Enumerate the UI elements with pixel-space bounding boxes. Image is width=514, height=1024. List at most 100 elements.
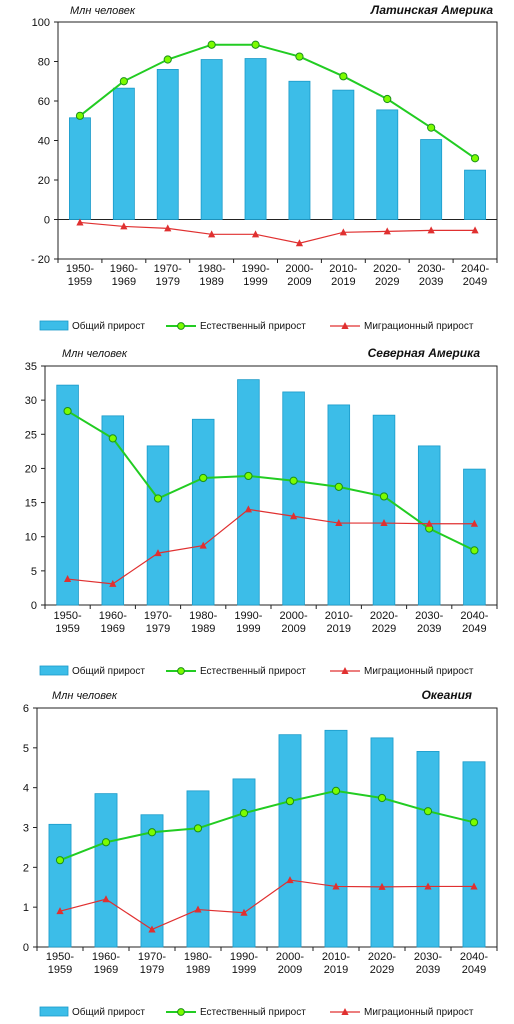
bar-total-5 bbox=[232, 778, 256, 948]
point-migration-1 bbox=[76, 218, 84, 226]
y-tick-label: 25 bbox=[25, 429, 37, 441]
point-natural-9 bbox=[427, 123, 436, 132]
point-natural-3 bbox=[163, 55, 172, 64]
line-natural bbox=[79, 43, 476, 160]
legend-label-natural: Естественный прирост bbox=[200, 666, 306, 677]
point-natural-4 bbox=[193, 824, 203, 833]
y-tick-label: 80 bbox=[38, 57, 50, 69]
x-tick-label-8: 2020-2029 bbox=[373, 263, 401, 288]
bar-total-9 bbox=[416, 751, 440, 948]
x-tick-label-7: 2010-2019 bbox=[325, 610, 353, 635]
x-tick-label-5: 1990-1999 bbox=[234, 610, 262, 635]
point-migration-10 bbox=[470, 882, 478, 890]
y-tick-label: 3 bbox=[23, 823, 29, 835]
x-tick-label-5: 1990-1999 bbox=[230, 951, 258, 976]
x-tick-label-9: 2030-2039 bbox=[417, 263, 445, 288]
point-migration-8 bbox=[383, 227, 391, 235]
y-tick-label: 40 bbox=[38, 136, 50, 148]
point-migration-5 bbox=[251, 230, 260, 238]
point-migration-3 bbox=[164, 224, 172, 232]
point-migration-3 bbox=[154, 549, 162, 557]
x-tick-label-6: 2000-2009 bbox=[276, 951, 304, 976]
x-tick-label-2: 1960-1969 bbox=[99, 610, 127, 635]
legend-swatch-total bbox=[39, 1006, 69, 1017]
point-migration-8 bbox=[380, 519, 388, 527]
point-migration-7 bbox=[339, 228, 347, 236]
point-natural-4 bbox=[199, 473, 208, 483]
point-migration-2 bbox=[109, 579, 117, 587]
line-migration bbox=[59, 879, 474, 931]
point-natural-1 bbox=[75, 111, 85, 120]
point-natural-5 bbox=[244, 471, 253, 481]
point-natural-10 bbox=[469, 818, 479, 827]
legend-label-total: Общий прирост bbox=[72, 320, 145, 332]
y-tick-label: 2 bbox=[23, 862, 29, 874]
x-tick-label-2: 1960-1969 bbox=[110, 263, 138, 288]
point-migration-6 bbox=[295, 239, 304, 247]
x-tick-label-9: 2030-2039 bbox=[414, 951, 442, 976]
point-migration-4 bbox=[208, 230, 216, 238]
point-natural-6 bbox=[289, 476, 298, 485]
point-natural-8 bbox=[379, 492, 389, 501]
bar-total-1 bbox=[69, 117, 91, 220]
x-tick-label-10: 2040-2049 bbox=[461, 263, 489, 288]
bar-total-6 bbox=[278, 734, 302, 948]
x-tick-label-1: 1950-1959 bbox=[54, 610, 82, 635]
point-natural-6 bbox=[295, 52, 304, 61]
x-tick-label-3: 1970-1979 bbox=[154, 263, 182, 288]
point-natural-2 bbox=[119, 77, 128, 86]
bar-total-9 bbox=[420, 139, 443, 220]
x-tick-label-10: 2040-2049 bbox=[460, 951, 488, 976]
x-tick-label-4: 1980-1989 bbox=[198, 263, 226, 288]
line-migration bbox=[67, 508, 475, 585]
point-migration-5 bbox=[244, 505, 252, 513]
y-tick-label: 20 bbox=[25, 463, 37, 475]
point-natural-3 bbox=[153, 494, 163, 503]
bar-total-1 bbox=[56, 384, 79, 606]
point-migration-4 bbox=[199, 541, 207, 549]
point-natural-2 bbox=[108, 434, 117, 443]
legend-marker-natural bbox=[177, 1008, 185, 1016]
x-tick-label-4: 1980-1989 bbox=[189, 610, 217, 635]
point-natural-5 bbox=[239, 809, 249, 818]
point-migration-2 bbox=[120, 222, 128, 230]
y-tick-label: 0 bbox=[44, 215, 50, 227]
line-natural bbox=[59, 789, 475, 862]
x-tick-label-5: 1990-1999 bbox=[241, 263, 269, 288]
bar-total-10 bbox=[464, 169, 486, 220]
point-migration-9 bbox=[424, 882, 432, 890]
bar-total-7 bbox=[327, 404, 351, 606]
bar-total-8 bbox=[372, 414, 396, 606]
point-natural-6 bbox=[285, 797, 295, 806]
legend: Общий прирост Естественный прирост Миграци… bbox=[39, 1006, 474, 1018]
y-tick-label: 100 bbox=[32, 17, 50, 29]
point-natural-7 bbox=[334, 482, 343, 491]
y-axis-label: Млн человек bbox=[70, 5, 136, 17]
y-tick-label: 10 bbox=[25, 532, 37, 544]
legend-label-migration: Миграционный прирост bbox=[364, 321, 474, 332]
y-tick-label: 5 bbox=[31, 566, 37, 578]
region-title: Океания bbox=[421, 688, 472, 702]
bar-total-4 bbox=[191, 418, 215, 606]
region-title: Северная Америка bbox=[368, 346, 481, 360]
x-tick-label-10: 2040-2049 bbox=[460, 610, 488, 635]
legend-label-migration: Миграционный прирост bbox=[364, 666, 474, 677]
legend-marker-migration bbox=[341, 322, 349, 329]
y-tick-label: 5 bbox=[23, 743, 29, 755]
x-tick-label-6: 2000-2009 bbox=[280, 610, 308, 635]
point-natural-7 bbox=[339, 72, 348, 81]
bar-total-2 bbox=[94, 793, 118, 948]
bar-total-8 bbox=[370, 737, 394, 948]
y-tick-label: - 20 bbox=[31, 254, 50, 266]
x-tick-label-3: 1970-1979 bbox=[144, 610, 172, 635]
legend-marker-natural bbox=[177, 322, 185, 330]
point-migration-6 bbox=[290, 512, 298, 520]
y-tick-label: 15 bbox=[25, 498, 37, 510]
bar-total-7 bbox=[332, 89, 355, 220]
bar-total-6 bbox=[282, 391, 305, 606]
legend-label-natural: Естественный прирост bbox=[200, 1007, 306, 1018]
point-migration-7 bbox=[332, 882, 340, 890]
legend: Общий прирост Естественный прирост Миграци… bbox=[39, 665, 474, 677]
bar-total-2 bbox=[101, 415, 125, 606]
